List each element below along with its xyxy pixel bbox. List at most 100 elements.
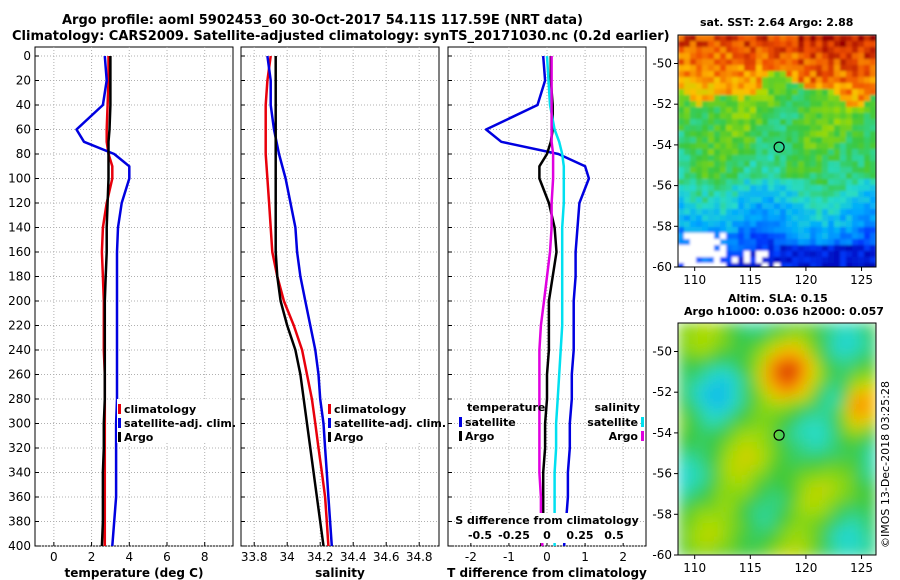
sst-map-cell [780, 53, 787, 60]
sla-map-cell [804, 485, 814, 495]
sla-map-cell [831, 503, 841, 513]
sst-map-cell [696, 185, 703, 192]
sst-map-cell [834, 233, 841, 240]
sst-map-cell [726, 179, 733, 186]
sst-map-cell [726, 143, 733, 150]
sst-map-cell [846, 227, 853, 234]
sla-map-cell [804, 539, 814, 549]
sst-map-cell [798, 215, 805, 222]
sst-map-cell [732, 197, 739, 204]
sst-map-cell [696, 113, 703, 120]
sst-map-cell [822, 185, 829, 192]
sla-map-cell [714, 467, 724, 477]
sst-map-cell [786, 257, 793, 264]
sst-map-xtick-label: 125 [850, 273, 873, 287]
sla-map-cell [822, 530, 832, 540]
sla-map-cell [768, 539, 778, 549]
sst-map-cell [762, 257, 769, 264]
sst-map-cell [828, 113, 835, 120]
sst-map-cell [732, 35, 739, 42]
sst-map-cell [708, 131, 715, 138]
sst-map-cell [690, 245, 697, 252]
sst-map-cell [774, 47, 781, 54]
sst-map-cell [870, 233, 876, 240]
sst-map-cell [702, 209, 709, 216]
sst-map-cell [792, 155, 799, 162]
sst-map-ytick-label: -50 [652, 56, 672, 70]
sla-map-cell [750, 332, 760, 342]
sst-map-cell [738, 257, 745, 264]
sla-map-cell [804, 494, 814, 504]
sla-map-ytick-label: -54 [652, 426, 672, 440]
sst-map-cell [678, 215, 685, 222]
sst-map-cell [804, 89, 811, 96]
sst-map-cell [708, 35, 715, 42]
sst-map-cell [732, 149, 739, 156]
sst-map-ytick-label: -56 [652, 179, 672, 193]
sla-map-cell [687, 413, 697, 423]
sst-map-cell [834, 197, 841, 204]
sst-map-cell [768, 95, 775, 102]
sst-map-cell [864, 143, 871, 150]
sst-map-cell [684, 155, 691, 162]
sst-map-cell [762, 215, 769, 222]
sst-map-cell [744, 227, 751, 234]
sst-map-cell [720, 137, 727, 144]
sla-map-cell [822, 341, 832, 351]
sst-map-cell [786, 77, 793, 84]
sst-map-cell [846, 113, 853, 120]
sla-map-cell [750, 413, 760, 423]
sst-map-cell [816, 107, 823, 114]
sst-map-cell [780, 155, 787, 162]
sla-map-cell [831, 386, 841, 396]
sla-map-cell [750, 377, 760, 387]
sla-map-cell [777, 413, 787, 423]
sla-map-cell [849, 449, 859, 459]
sst-map-cell [720, 71, 727, 78]
sst-map-cell [744, 179, 751, 186]
sst-map-cell [696, 155, 703, 162]
sst-map-cell [792, 137, 799, 144]
sst-map-cell [780, 101, 787, 108]
sla-map-cell [867, 395, 876, 405]
sst-map-cell [804, 209, 811, 216]
sla-map-cell [822, 377, 832, 387]
sst-map-cell [834, 107, 841, 114]
sst-map-cell [780, 203, 787, 210]
sst-map-cell [744, 77, 751, 84]
sla-map-cell [723, 476, 733, 486]
sla-map-cell [804, 386, 814, 396]
sst-map-cell [744, 95, 751, 102]
sst-map-cell [768, 131, 775, 138]
sst-map-cell [852, 35, 859, 42]
sst-map-cell [762, 155, 769, 162]
sst-map-cell [774, 191, 781, 198]
sst-map-cell [738, 107, 745, 114]
sla-map-cell [795, 413, 805, 423]
difference-xtick-label: 1 [581, 550, 589, 564]
sst-map-cell [720, 113, 727, 120]
sst-map-cell [702, 143, 709, 150]
sst-map-cell [792, 179, 799, 186]
sst-map-cell [846, 131, 853, 138]
sst-map-cell [804, 221, 811, 228]
sst-map-cell [702, 227, 709, 234]
sst-map-cell [702, 47, 709, 54]
sla-map-cell [777, 332, 787, 342]
sla-map-cell [768, 386, 778, 396]
sst-map-cell [732, 233, 739, 240]
sla-map-cell [741, 530, 751, 540]
sst-map-cell [774, 59, 781, 66]
sst-map-cell [780, 83, 787, 90]
sst-map-cell [714, 95, 721, 102]
sst-map-cell [750, 221, 757, 228]
sst-map-cell [720, 53, 727, 60]
sst-map-cell [828, 77, 835, 84]
sst-map-cell [816, 209, 823, 216]
sla-map-cell [723, 485, 733, 495]
sla-map-cell [867, 539, 876, 549]
sla-map-cell [813, 422, 823, 432]
sst-map-cell [828, 173, 835, 180]
sla-map-cell [687, 359, 697, 369]
sst-map-cell [762, 167, 769, 174]
